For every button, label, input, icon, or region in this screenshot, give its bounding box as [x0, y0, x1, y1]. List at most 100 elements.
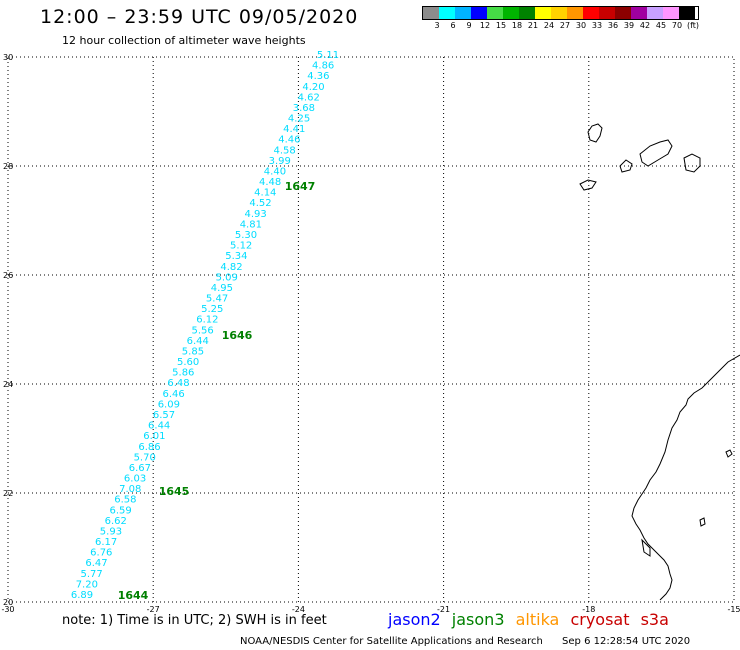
jason3-ground-track: 5.114.864.364.204.623.684.254.414.464.58…: [71, 50, 339, 601]
swh-value: 4.93: [245, 209, 267, 220]
color-swatch-0: [423, 7, 439, 19]
swh-value: 5.70: [134, 452, 156, 463]
lat-tick-label: 20: [3, 598, 13, 607]
lat-tick-label: 24: [3, 380, 13, 389]
pass-number-label: 1646: [222, 329, 253, 342]
lon-tick-label: -27: [147, 605, 160, 614]
color-scale-label: 30: [575, 21, 587, 30]
color-scale-label: 42: [639, 21, 651, 30]
color-swatch-14: [647, 7, 663, 19]
satellite-legend: jason2 jason3 altika cryosat s3a: [388, 610, 675, 629]
color-scale-label: 3: [434, 21, 440, 30]
color-swatch-4: [487, 7, 503, 19]
swh-value: 5.25: [201, 304, 223, 315]
lat-tick-label: 26: [3, 271, 13, 280]
coastline: [579, 123, 740, 601]
map-subtitle: 12 hour collection of altimeter wave hei…: [62, 34, 306, 47]
color-scale-label: 24: [543, 21, 555, 30]
swh-value: 6.17: [95, 537, 117, 548]
tenerife-island: [639, 139, 673, 167]
color-swatch-3: [471, 7, 487, 19]
swh-value: 5.30: [235, 230, 257, 241]
swh-value: 5.34: [225, 251, 247, 262]
swh-value: 6.86: [138, 442, 160, 453]
map-title: 12:00 – 23:59 UTC 09/05/2020: [40, 6, 359, 28]
swh-value: 4.62: [298, 92, 320, 103]
swh-value: 5.11: [317, 50, 339, 61]
swh-value: 6.67: [129, 463, 151, 474]
canary-island-small: [579, 179, 597, 191]
lat-tick-label: 30: [3, 53, 13, 62]
canary-island-mid: [619, 159, 633, 173]
swh-value: 4.81: [240, 219, 262, 230]
color-swatch-7: [535, 7, 551, 19]
island-dot-1: [725, 449, 733, 458]
color-swatch-13: [631, 7, 647, 19]
swh-value: 6.44: [187, 336, 209, 347]
swh-value: 6.57: [153, 410, 175, 421]
color-scale-swatches: [422, 6, 700, 20]
color-scale-label: 70: [671, 21, 683, 30]
color-swatch-10: [583, 7, 599, 19]
color-scale-label: 36: [607, 21, 619, 30]
legend-s3a: s3a: [640, 610, 669, 629]
color-swatch-8: [551, 7, 567, 19]
swh-value: 7.08: [119, 484, 141, 495]
swh-value: 6.62: [105, 516, 127, 527]
color-swatch-2: [455, 7, 471, 19]
color-scale-label: 33: [591, 21, 603, 30]
color-scale-label: 21: [527, 21, 539, 30]
lat-tick-label: 28: [3, 162, 13, 171]
color-scale-label: 27: [559, 21, 571, 30]
pass-number-label: 1645: [159, 485, 190, 498]
swh-value: 4.40: [264, 166, 286, 177]
swh-value: 4.36: [307, 71, 329, 82]
swh-value: 6.58: [114, 495, 136, 506]
color-swatch-15: [663, 7, 679, 19]
swh-value: 6.48: [167, 378, 189, 389]
color-swatch-1: [439, 7, 455, 19]
swh-value: 5.86: [172, 368, 194, 379]
footer-credit: NOAA/NESDIS Center for Satellite Applica…: [240, 636, 543, 647]
swh-value: 4.58: [273, 145, 295, 156]
swh-value: 3.68: [293, 103, 315, 114]
lon-tick-label: -15: [727, 605, 740, 614]
color-swatch-6: [519, 7, 535, 19]
swh-value: 4.20: [302, 82, 324, 93]
canary-island-west: [587, 123, 603, 143]
footer: NOAA/NESDIS Center for Satellite Applica…: [240, 636, 690, 647]
swh-value: 4.25: [288, 114, 310, 125]
swh-value: 5.12: [230, 241, 252, 252]
swh-value: 6.09: [158, 399, 180, 410]
units-note: note: 1) Time is in UTC; 2) SWH is in fe…: [62, 613, 327, 628]
color-swatch-5: [503, 7, 519, 19]
color-scale-label: 39: [623, 21, 635, 30]
swh-value: 7.20: [76, 579, 98, 590]
swh-value: 4.48: [259, 177, 281, 188]
swh-value: 5.56: [191, 325, 213, 336]
swh-value: 3.99: [269, 156, 291, 167]
color-scale-legend: 3 6 9 12 15 18 21 24 27 30 33 36 39 42 45 70 (ft): [422, 6, 700, 30]
swh-value: 6.46: [163, 389, 185, 400]
legend-altika: altika: [515, 610, 560, 629]
swh-value: 4.14: [254, 188, 276, 199]
swh-value: 6.12: [196, 315, 218, 326]
color-swatch-12: [615, 7, 631, 19]
color-scale-labels: 3 6 9 12 15 18 21 24 27 30 33 36 39 42 45 70 (ft): [429, 21, 699, 30]
swh-value: 5.09: [216, 272, 238, 283]
swh-value: 6.03: [124, 474, 146, 485]
africa-coastline: [631, 354, 740, 601]
cape-blanc: [641, 538, 651, 557]
color-scale-label: 9: [466, 21, 472, 30]
swh-value: 5.77: [81, 569, 103, 580]
color-swatch-9: [567, 7, 583, 19]
color-scale-label: 18: [511, 21, 523, 30]
color-scale-label: 6: [450, 21, 456, 30]
lon-tick-label: -18: [582, 605, 595, 614]
footer-timestamp: Sep 6 12:28:54 UTC 2020: [562, 636, 691, 647]
swh-value: 4.46: [278, 135, 300, 146]
color-scale-label: 45: [655, 21, 667, 30]
swh-value: 4.41: [283, 124, 305, 135]
swh-value: 6.44: [148, 421, 170, 432]
